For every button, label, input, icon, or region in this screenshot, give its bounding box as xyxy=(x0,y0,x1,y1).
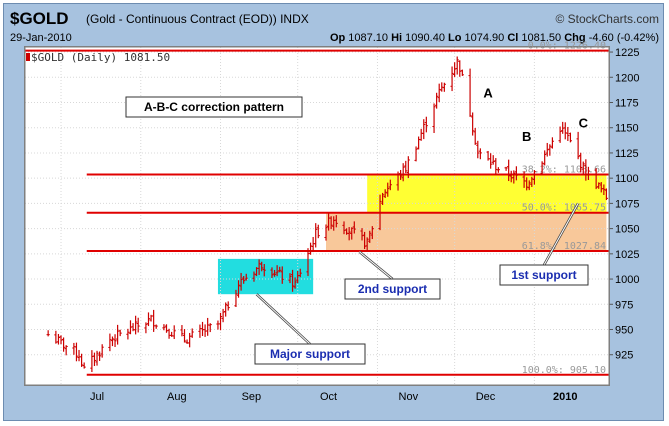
fib-label: 0.0%: 1226.40 xyxy=(528,41,606,52)
y-tick-label: 1200 xyxy=(615,72,639,84)
callout-box xyxy=(344,278,441,300)
pattern-title-box xyxy=(125,96,303,118)
fib-label: 50.0%: 1065.75 xyxy=(522,203,606,214)
callout-pointer-inner xyxy=(256,293,311,345)
brand-label[interactable]: © StockCharts.com xyxy=(555,12,659,26)
ohlc-bars xyxy=(46,56,609,373)
pattern-title: A-B-C correction pattern xyxy=(144,100,284,114)
x-tick-label: Oct xyxy=(320,391,337,403)
open-label: Op xyxy=(329,32,346,44)
symbol-title: $GOLD xyxy=(10,9,69,28)
quote-date: 29-Jan-2010 xyxy=(10,32,72,44)
callout-label: 2nd support xyxy=(358,282,427,296)
fib-label: 100.0%: 905.10 xyxy=(522,365,606,376)
callout-pointer-inner xyxy=(543,203,579,266)
yellow-support-zone xyxy=(367,175,607,213)
wave-label-a: A xyxy=(483,85,493,100)
y-tick-label: 925 xyxy=(615,350,633,362)
high-label: Hi xyxy=(391,32,403,44)
y-tick-label: 1075 xyxy=(615,198,639,210)
y-tick-label: 1100 xyxy=(615,173,639,185)
y-tick-label: 1025 xyxy=(615,249,639,261)
callout-box xyxy=(254,343,366,365)
y-tick-label: 1225 xyxy=(615,47,639,59)
chart-legend: $GOLD (Daily) 1081.50 xyxy=(31,51,170,64)
y-tick-label: 1050 xyxy=(615,224,639,236)
callout-label: 1st support xyxy=(511,268,576,282)
y-tick-label: 1000 xyxy=(615,274,639,286)
close-label: Cl xyxy=(507,32,519,44)
open-value: 1087.10 xyxy=(348,32,389,44)
y-tick-label: 975 xyxy=(615,299,633,311)
low-value: 1074.90 xyxy=(464,32,505,44)
wave-label-b: B xyxy=(522,129,531,144)
y-tick-label: 1175 xyxy=(615,97,639,109)
fib-label: 61.8%: 1027.84 xyxy=(522,241,606,252)
wave-label-c: C xyxy=(579,116,589,131)
x-tick-label: Dec xyxy=(476,391,496,403)
plot-border xyxy=(24,46,610,386)
x-tick-label: Nov xyxy=(399,391,419,403)
ohlc-summary: Op 1087.10 Hi 1090.40 Lo 1074.90 Cl 1081… xyxy=(330,32,659,44)
legend-swatch xyxy=(26,53,30,61)
low-label: Lo xyxy=(448,32,462,44)
x-tick-label: Sep xyxy=(242,391,262,403)
y-tick-label: 950 xyxy=(615,325,633,337)
change-label: Chg xyxy=(564,32,586,44)
callout-box xyxy=(499,264,589,286)
symbol-description: (Gold - Continuous Contract (EOD)) INDX xyxy=(86,12,309,26)
callout-pointer-inner xyxy=(359,251,393,280)
cyan-support-zone xyxy=(217,258,314,295)
close-value: 1081.50 xyxy=(521,32,562,44)
fib-label: 38.2%: 1103.66 xyxy=(522,164,606,175)
x-tick-label: Jul xyxy=(90,391,104,403)
high-value: 1090.40 xyxy=(405,32,445,44)
x-tick-label: Aug xyxy=(167,391,187,403)
callout-label: Major support xyxy=(270,347,350,361)
y-tick-label: 1125 xyxy=(615,148,639,160)
x-tick-label: 2010 xyxy=(553,391,577,403)
y-tick-label: 1150 xyxy=(615,123,639,135)
change-value: -4.60 (-0.42%) xyxy=(588,32,659,44)
